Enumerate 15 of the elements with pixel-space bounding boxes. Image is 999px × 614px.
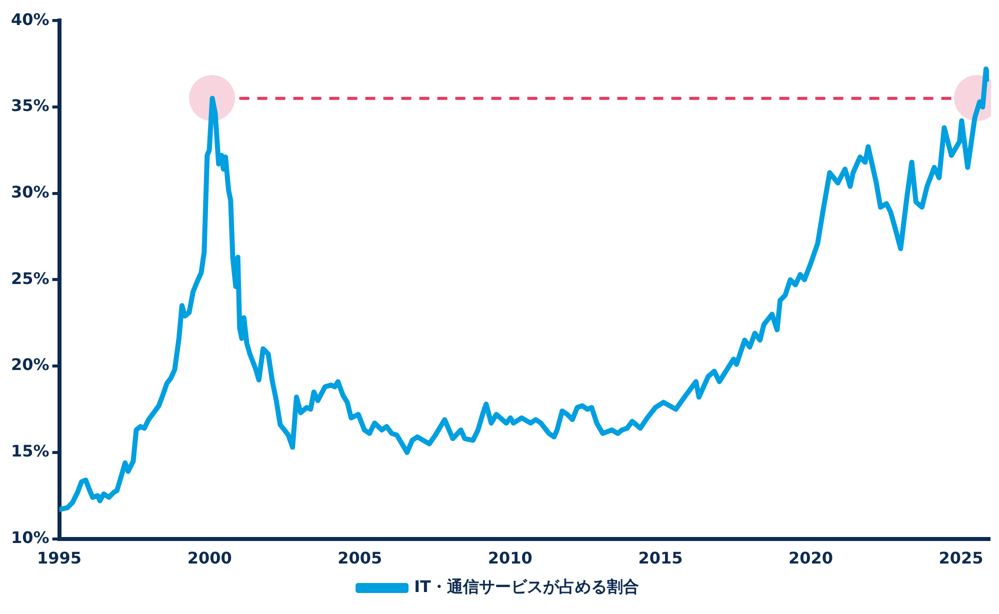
y-tick-label: 30% [11,182,50,202]
x-tick-label: 1995 [37,548,82,568]
y-tick-label: 15% [11,442,50,461]
x-tick-label: 2005 [338,548,382,568]
y-tick-label: 25% [11,268,50,288]
x-tick-label: 2020 [788,548,834,568]
y-tick-label: 40% [11,10,50,29]
y-tick-label: 35% [11,96,50,116]
y-tick-label: 20% [11,355,50,374]
y-tick-label: 10% [11,528,50,547]
x-tick-label: 2010 [488,548,532,568]
x-tick-label: 2000 [187,548,232,568]
x-tick-label: 2015 [638,548,683,568]
x-tick-label: 2025 [938,548,984,568]
legend-label: IT・通信サービスが占める割合 [414,577,639,596]
